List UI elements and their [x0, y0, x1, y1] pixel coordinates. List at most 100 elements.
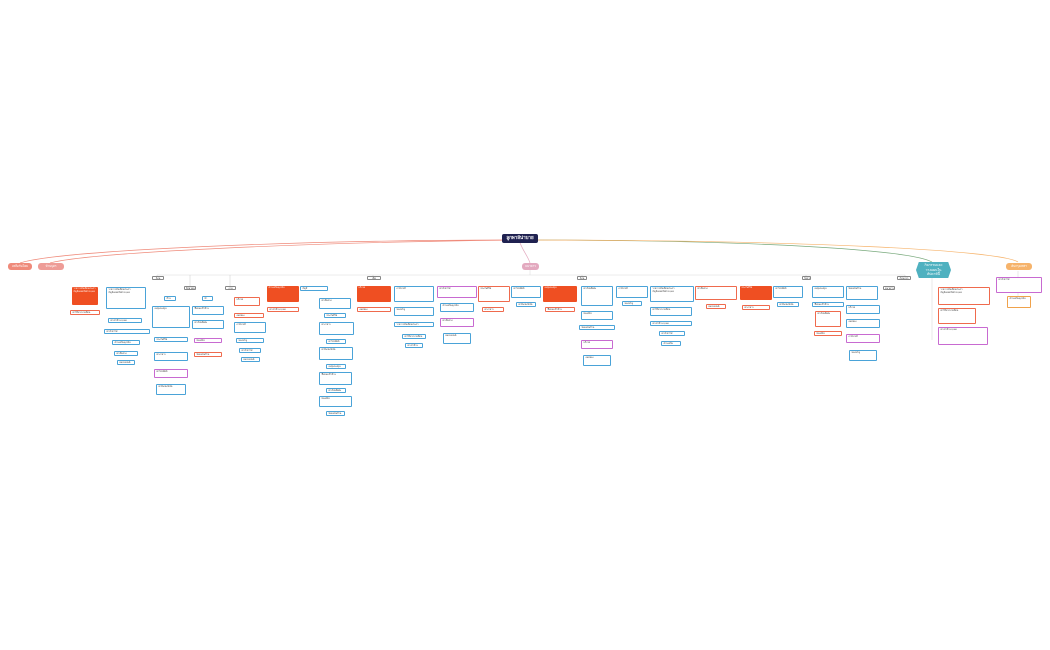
- topic-box[interactable]: ประกันชีวิต: [740, 286, 772, 300]
- topic-box[interactable]: ภาษีรายปี: [394, 286, 434, 302]
- section-label[interactable]: ก้อนแรก: [897, 276, 911, 280]
- topic-box[interactable]: ผ่อนรถยนต์: [241, 357, 260, 362]
- branch-5[interactable]: ต้นกรุงเทพฯ: [1006, 263, 1032, 270]
- topic-box[interactable]: ลงทุนกองทุน: [326, 364, 346, 369]
- topic-box[interactable]: ท่องเที่ยว: [194, 338, 222, 343]
- section-label[interactable]: สิงหาคม: [184, 286, 196, 290]
- topic-box[interactable]: ซื้อของเข้าบ้าน: [319, 372, 352, 385]
- topic-box[interactable]: ค่าโทรศัพท์: [326, 339, 346, 344]
- section-label[interactable]: เช็ค: [367, 276, 381, 280]
- topic-box[interactable]: ซื้อของเข้าบ้าน: [192, 306, 224, 315]
- topic-box[interactable]: ค่าเช่าบ้าน 8,000: [108, 318, 142, 323]
- topic-box[interactable]: ลงทุนกองทุน: [543, 286, 577, 302]
- topic-box[interactable]: ค่าเดินทาง: [695, 286, 737, 300]
- topic-box[interactable]: ซ่อมแซมบ้าน: [579, 325, 615, 330]
- topic-box[interactable]: ค่าน้ำค่าไฟ: [104, 329, 150, 334]
- topic-box[interactable]: รายการเงินเดือนประจำ บัญชีออมทรัพย์ 20,0…: [106, 287, 146, 309]
- topic-box[interactable]: รายการเงินเดือนประจำ บัญชีออมทรัพย์ 20,0…: [650, 286, 694, 302]
- topic-box[interactable]: ภาษีรายปี: [616, 286, 648, 298]
- section-label[interactable]: ธนาคาร: [883, 286, 895, 290]
- topic-box[interactable]: ค่าเรียนพิเศษ: [192, 320, 224, 329]
- topic-box[interactable]: ค่าเช่าบ้าน 8,000: [938, 327, 988, 345]
- topic-box[interactable]: ค่าอินเทอร์เน็ต: [319, 347, 353, 360]
- topic-box[interactable]: สำรองเงินฉุกเฉิน: [112, 340, 140, 345]
- topic-box[interactable]: ทำใหม่: [202, 296, 213, 301]
- topic-box[interactable]: ซ่อมแซมบ้าน: [194, 352, 222, 357]
- topic-box[interactable]: ค่าโทรศัพท์: [511, 286, 541, 298]
- topic-box[interactable]: ท่องเที่ยว: [581, 311, 613, 320]
- topic-box[interactable]: สำรองเงินฉุกเฉิน: [1007, 296, 1031, 308]
- branch-3[interactable]: ธนาคาร: [522, 263, 539, 270]
- topic-box[interactable]: ค่าน้ำค่าไฟ: [437, 286, 477, 298]
- topic-box[interactable]: ของขวัญ: [394, 307, 434, 316]
- topic-box[interactable]: บริจาค: [357, 286, 391, 302]
- topic-box[interactable]: ค่าน้ำค่าไฟ: [239, 348, 261, 353]
- topic-box[interactable]: ค่าน้ำค่าไฟ: [659, 331, 685, 336]
- topic-box[interactable]: บ้านสวน: [164, 296, 176, 301]
- topic-box[interactable]: ค่าเรียนพิเศษ: [581, 286, 613, 306]
- topic-box[interactable]: ค่าเดินทาง: [319, 298, 351, 309]
- topic-box[interactable]: ค่าโทรศัพท์: [154, 369, 188, 378]
- topic-box[interactable]: ค่าเช่าบ้าน 8,000: [405, 343, 423, 348]
- topic-box[interactable]: ท่องเที่ยว: [814, 331, 842, 336]
- topic-box[interactable]: ค่าเช่าบ้าน 8,000: [650, 321, 692, 326]
- topic-box[interactable]: ซื้อของเข้าบ้าน: [545, 307, 575, 312]
- section-label[interactable]: ก้อนแรก: [152, 276, 164, 280]
- topic-box[interactable]: ผ่อนรถยนต์: [706, 304, 726, 309]
- root-topic[interactable]: ลูกพาลีน่าบาย: [502, 234, 538, 243]
- topic-box[interactable]: ค่าเช่าบ้าน 8,000: [267, 307, 299, 312]
- topic-box[interactable]: บริจาค: [234, 297, 260, 306]
- topic-box[interactable]: ค่าเรียนพิเศษ: [815, 311, 841, 327]
- topic-box[interactable]: ภาษีรายปี: [846, 334, 880, 343]
- section-label[interactable]: งานย้าย: [225, 286, 236, 290]
- topic-box[interactable]: ค่าโทรศัพท์: [773, 286, 803, 298]
- topic-box[interactable]: ออมทอง: [583, 355, 611, 366]
- topic-box[interactable]: สำรองเงินฉุกเฉิน: [267, 286, 299, 302]
- topic-box[interactable]: ของขวัญ: [236, 338, 264, 343]
- topic-box[interactable]: ภาษีรายปี: [234, 322, 266, 333]
- topic-box[interactable]: ค่าอาหาร: [319, 322, 354, 335]
- topic-box[interactable]: ค่าใช้จ่ายรายเดือน: [402, 334, 426, 339]
- topic-box[interactable]: ออมทอง: [357, 307, 391, 312]
- topic-box[interactable]: สำรองเงินฉุกเฉิน: [661, 341, 681, 346]
- topic-box[interactable]: ค่าเดินทาง: [440, 318, 474, 327]
- topic-box[interactable]: รายการเงินเดือนประจำ บัญชีออมทรัพย์ 20,0…: [72, 287, 98, 305]
- topic-box[interactable]: ประกันชีวิต: [324, 313, 346, 318]
- topic-box[interactable]: ลงทุนกองทุน: [812, 286, 844, 298]
- topic-box[interactable]: ซ่อมแซมบ้าน: [846, 286, 878, 300]
- topic-box[interactable]: ค่าอินเทอร์เน็ต: [156, 384, 186, 395]
- topic-box[interactable]: ค่าใช้จ่ายรายเดือน: [938, 308, 976, 324]
- topic-box[interactable]: ออมทอง: [234, 313, 264, 318]
- topic-box[interactable]: ค่าอาหาร: [742, 305, 770, 310]
- topic-box[interactable]: ผ่อนรถยนต์: [443, 333, 471, 344]
- branch-4[interactable]: กิจกรรมและวางแผนในสัปดาห์นี้: [916, 262, 951, 278]
- topic-box[interactable]: ค่าเรียนพิเศษ: [326, 388, 346, 393]
- topic-box[interactable]: ของขวัญ: [849, 350, 877, 361]
- topic-box[interactable]: ค่าอาหาร: [154, 352, 188, 361]
- topic-box[interactable]: ค่าใช้จ่ายรายเดือน: [650, 307, 692, 316]
- branch-2[interactable]: บ้านบุตร: [38, 263, 64, 270]
- topic-box[interactable]: บัญชี: [300, 286, 328, 291]
- topic-box[interactable]: ซ่อมแซมบ้าน: [326, 411, 345, 416]
- topic-box[interactable]: ผ่อนรถยนต์: [117, 360, 135, 365]
- section-label[interactable]: กัลยาณ์: [802, 276, 811, 280]
- section-label[interactable]: ก้อนใหญ่: [577, 276, 587, 280]
- topic-box[interactable]: สำรองเงินฉุกเฉิน: [440, 303, 474, 312]
- topic-box[interactable]: ค่าอินเทอร์เน็ต: [516, 302, 536, 307]
- topic-box[interactable]: ประกันชีวิต: [154, 337, 188, 342]
- topic-box[interactable]: ประกันชีวิต: [478, 286, 510, 302]
- topic-box[interactable]: ค่าอาหาร: [482, 307, 504, 312]
- topic-box[interactable]: ค่าใช้จ่ายรายเดือน: [70, 310, 100, 315]
- topic-box[interactable]: ค่าเดินทาง: [114, 351, 138, 356]
- topic-box[interactable]: ของขวัญ: [622, 301, 642, 306]
- topic-box[interactable]: ลงทุนกองทุน: [152, 306, 190, 328]
- branch-1[interactable]: เหลือกันโดย: [8, 263, 32, 270]
- topic-box[interactable]: ค่าอินเทอร์เน็ต: [777, 302, 799, 307]
- topic-box[interactable]: ค่าน้ำค่าไฟ: [996, 277, 1042, 293]
- topic-box[interactable]: ออมทอง: [846, 319, 880, 328]
- topic-box[interactable]: ท่องเที่ยว: [319, 396, 352, 407]
- topic-box[interactable]: บริจาค: [846, 305, 880, 314]
- topic-box[interactable]: รายการเงินเดือนประจำ บัญชีออมทรัพย์ 20,0…: [938, 287, 990, 305]
- topic-box[interactable]: บริจาค: [581, 340, 613, 349]
- topic-box[interactable]: ซื้อของเข้าบ้าน: [812, 302, 844, 307]
